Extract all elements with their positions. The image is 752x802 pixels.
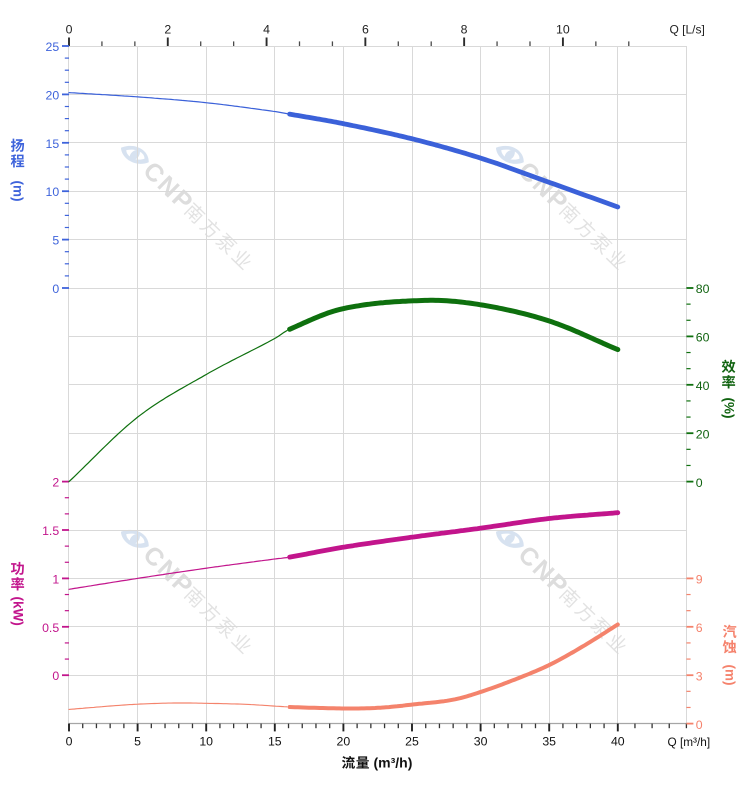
svg-text:(m): (m) bbox=[723, 665, 738, 686]
svg-text:3: 3 bbox=[696, 669, 703, 683]
svg-text:Q [L/s]: Q [L/s] bbox=[670, 22, 705, 36]
svg-text:40: 40 bbox=[696, 379, 710, 393]
svg-text:4: 4 bbox=[263, 22, 270, 36]
svg-text:6: 6 bbox=[696, 621, 703, 635]
svg-text:0: 0 bbox=[696, 476, 703, 490]
svg-text:60: 60 bbox=[696, 331, 710, 345]
svg-text:25: 25 bbox=[405, 735, 419, 749]
svg-text:10: 10 bbox=[556, 22, 570, 36]
svg-text:15: 15 bbox=[46, 137, 60, 151]
svg-text:40: 40 bbox=[611, 735, 625, 749]
svg-text:30: 30 bbox=[474, 735, 488, 749]
svg-text:1: 1 bbox=[52, 572, 59, 586]
svg-text:Q [m³/h]: Q [m³/h] bbox=[668, 735, 711, 749]
svg-text:2: 2 bbox=[164, 22, 171, 36]
svg-text:(%): (%) bbox=[722, 398, 737, 419]
svg-text:35: 35 bbox=[542, 735, 556, 749]
svg-text:10: 10 bbox=[199, 735, 213, 749]
svg-text:(kW): (kW) bbox=[11, 597, 26, 626]
svg-text:0.5: 0.5 bbox=[42, 621, 59, 635]
svg-text:0: 0 bbox=[66, 735, 73, 749]
svg-text:(m): (m) bbox=[11, 181, 26, 202]
svg-text:(m³/h): (m³/h) bbox=[374, 755, 413, 771]
svg-text:5: 5 bbox=[134, 735, 141, 749]
svg-text:1.5: 1.5 bbox=[42, 524, 59, 538]
svg-text:8: 8 bbox=[461, 22, 468, 36]
svg-text:15: 15 bbox=[268, 735, 282, 749]
svg-text:0: 0 bbox=[66, 22, 73, 36]
svg-text:9: 9 bbox=[696, 573, 703, 587]
svg-text:0: 0 bbox=[52, 282, 59, 296]
svg-text:10: 10 bbox=[46, 185, 60, 199]
svg-text:0: 0 bbox=[696, 718, 703, 732]
svg-text:0: 0 bbox=[52, 669, 59, 683]
svg-text:2: 2 bbox=[52, 476, 59, 490]
svg-text:20: 20 bbox=[46, 88, 60, 102]
svg-text:80: 80 bbox=[696, 282, 710, 296]
svg-text:5: 5 bbox=[52, 234, 59, 248]
svg-text:6: 6 bbox=[362, 22, 369, 36]
svg-text:25: 25 bbox=[46, 40, 60, 54]
svg-text:20: 20 bbox=[696, 427, 710, 441]
svg-text:20: 20 bbox=[337, 735, 351, 749]
